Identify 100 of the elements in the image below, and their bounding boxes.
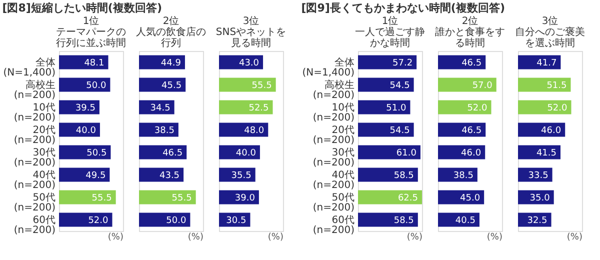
y-tick-label: 50代 (n=200): [312, 192, 355, 214]
y-tick-label: 40代 (n=200): [312, 170, 355, 191]
data-label: 46.5: [462, 58, 482, 68]
data-label: 44.9: [160, 58, 182, 68]
bar: [438, 190, 484, 204]
bar: [219, 100, 273, 114]
bar: [219, 122, 268, 137]
y-tick-label: 50代 (n=200): [14, 192, 56, 214]
bar: [358, 212, 418, 227]
bar: [219, 55, 264, 70]
bar: [358, 100, 410, 114]
data-label: 46.0: [541, 126, 562, 136]
chart-title: 1位: [82, 15, 100, 27]
text: [図9]長くてもかまわない時間(複数回答): [301, 2, 505, 14]
y-tick-label: 20代 (n=200): [14, 124, 56, 146]
x-axis-title: (%): [268, 232, 284, 242]
data-label: 48.1: [84, 58, 104, 68]
y-tick-label: 全体 (N=1,400): [3, 56, 56, 78]
x-axis-title: (%): [566, 232, 582, 242]
data-label: 34.5: [150, 103, 170, 114]
data-label: 57.0: [472, 80, 493, 91]
data-label: 62.5: [398, 193, 418, 204]
data-label: 46.5: [162, 148, 183, 158]
bar: [139, 168, 184, 182]
y-tick-label: 10代 (n=200): [312, 102, 355, 124]
bar: [59, 190, 116, 204]
data-label: 38.5: [154, 126, 174, 136]
data-label: 55.5: [252, 80, 272, 91]
data-label: 40.0: [236, 148, 256, 158]
bar: [438, 145, 486, 160]
data-label: 30.5: [226, 216, 246, 226]
bar: [438, 78, 496, 92]
bar: [438, 122, 486, 137]
chart-title: 1位: [382, 15, 398, 27]
data-label: 50.0: [166, 216, 186, 226]
text: [図8]短縮したい時間(複数回答): [2, 2, 162, 14]
bar: [518, 145, 560, 160]
data-label: 35.5: [231, 170, 252, 181]
y-tick-label: 10代 (n=200): [14, 102, 56, 124]
x-axis-title: (%): [108, 232, 124, 242]
chart-subtitle: SNSやネットを見る時間: [216, 27, 286, 49]
data-label: 58.5: [394, 170, 414, 181]
chart-title: 3位: [242, 15, 260, 27]
data-label: 61.0: [396, 148, 417, 158]
chart-subtitle: 自分へのご褒美を選ぶ時間: [515, 26, 585, 49]
data-label: 51.0: [386, 103, 406, 114]
data-label: 49.5: [86, 170, 106, 181]
chart-subtitle: テーマパークの行列に並ぶ時間: [56, 27, 126, 49]
bar: [358, 190, 422, 204]
data-label: 57.2: [392, 58, 413, 68]
data-label: 50.0: [86, 80, 106, 91]
bar: [59, 78, 110, 92]
data-label: 54.5: [390, 126, 410, 136]
bar: [139, 145, 187, 160]
data-label: 55.5: [172, 193, 192, 204]
chart-subtitle: 誰かと食事をする時間: [435, 26, 505, 49]
bar: [139, 78, 186, 92]
data-label: 43.5: [159, 170, 180, 181]
data-label: 54.5: [390, 80, 410, 91]
y-tick-label: 30代 (n=200): [312, 147, 355, 168]
data-label: 48.0: [244, 126, 264, 136]
data-label: 38.5: [453, 170, 474, 181]
y-tick-label: 20代 (n=200): [312, 124, 355, 146]
data-label: 40.0: [76, 126, 96, 136]
chart-title: 2位: [462, 15, 478, 27]
data-label: 45.5: [162, 80, 182, 91]
bar: [59, 212, 112, 227]
y-tick-label: 60代 (n=200): [312, 214, 355, 236]
bar: [59, 168, 110, 182]
x-axis-title: (%): [406, 232, 422, 242]
data-label: 58.5: [394, 216, 414, 226]
chart-subtitle: 一人で過ごす静かな時間: [355, 26, 425, 49]
bar: [358, 168, 418, 182]
y-tick-label: 高校生 (n=200): [14, 78, 56, 101]
data-label: 40.5: [455, 216, 476, 226]
chart-subtitle: 人気の飲食店の行列: [136, 26, 206, 49]
data-label: 33.5: [528, 170, 548, 181]
bar: [139, 212, 190, 227]
data-label: 39.5: [75, 103, 96, 114]
x-axis-title: (%): [188, 232, 204, 242]
data-label: 52.5: [248, 103, 269, 114]
data-label: 39.0: [234, 193, 256, 204]
y-tick-label: 30代 (n=200): [14, 147, 56, 168]
y-tick-label: 高校生 (n=200): [312, 78, 355, 101]
data-label: 46.0: [461, 148, 482, 158]
y-tick-label: 40代 (n=200): [14, 170, 56, 191]
chart-title: 3位: [542, 15, 558, 27]
data-label: 52.0: [467, 103, 488, 114]
data-label: 51.5: [546, 80, 567, 91]
bar: [518, 78, 571, 92]
bar: [358, 55, 417, 70]
bar: [358, 78, 414, 92]
data-label: 45.0: [460, 193, 480, 204]
data-label: 35.0: [530, 193, 550, 204]
chart-title: 2位: [162, 15, 180, 27]
bar: [358, 145, 420, 160]
data-label: 41.5: [536, 148, 556, 158]
data-label: 52.0: [88, 216, 109, 226]
bar: [518, 100, 572, 114]
bar: [219, 78, 276, 92]
